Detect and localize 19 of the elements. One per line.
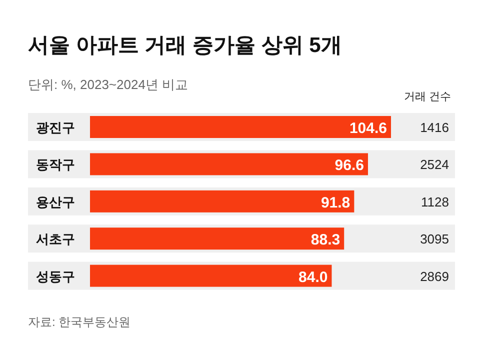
text: 2869 — [420, 268, 449, 284]
data-label: 88.3 — [310, 232, 340, 249]
data-label: 84.0 — [298, 268, 328, 286]
text: 3095 — [420, 232, 449, 247]
y-tick-label: 용산구 — [36, 194, 75, 210]
data-label: 91.8 — [320, 194, 350, 212]
text: 2524 — [420, 157, 449, 172]
text: 거래 건수 — [404, 91, 451, 103]
text: 1416 — [420, 120, 449, 135]
y-tick-label: 서초구 — [36, 232, 75, 247]
chart-subtitle: 단위: %, 2023~2024년 비교 — [28, 77, 188, 92]
y-tick-label: 동작구 — [36, 157, 75, 172]
y-tick-label: 광진구 — [36, 120, 75, 135]
data-label: 96.6 — [334, 157, 364, 174]
y-tick-label: 성동구 — [36, 268, 75, 284]
chart-title: 서울 아파트 거래 증가율 상위 5개 — [28, 34, 342, 57]
text: 1128 — [421, 194, 449, 210]
text: 자료: 한국부동산원 — [28, 315, 131, 329]
data-label: 104.6 — [349, 120, 387, 137]
